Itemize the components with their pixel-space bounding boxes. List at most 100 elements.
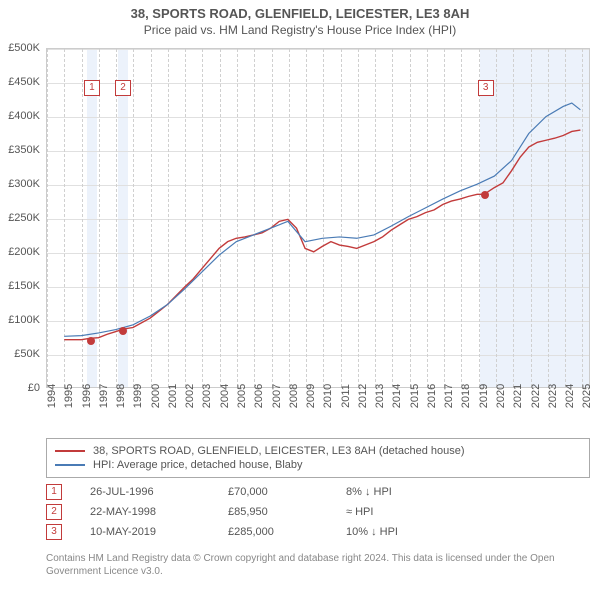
gridline-v [375,49,377,387]
gridline-v [237,49,239,387]
legend-label: HPI: Average price, detached house, Blab… [93,459,303,471]
legend-box: 38, SPORTS ROAD, GLENFIELD, LEICESTER, L… [46,438,590,478]
x-tick-label: 2003 [201,384,213,408]
gridline-v [306,49,308,387]
gridline-v [427,49,429,387]
x-tick-label: 2009 [305,384,317,408]
x-tick-label: 2006 [253,384,265,408]
x-tick-label: 2002 [184,384,196,408]
gridline-h [47,219,589,220]
sale-point-price: £70,000 [228,486,318,498]
sale-marker-dot [481,191,489,199]
shade-band [87,49,97,387]
sale-point-row: 222-MAY-1998£85,950≈ HPI [46,504,590,520]
gridline-h [47,151,589,152]
x-tick-label: 2010 [322,384,334,408]
sale-point-price: £285,000 [228,526,318,538]
sale-marker-label: 1 [84,80,100,96]
title-line1: 38, SPORTS ROAD, GLENFIELD, LEICESTER, L… [0,6,600,21]
gridline-v [565,49,567,387]
gridline-v [220,49,222,387]
sale-marker-dot [119,327,127,335]
gridline-v [133,49,135,387]
plot-area: 123 [46,48,590,388]
gridline-v [272,49,274,387]
x-tick-label: 2025 [581,384,593,408]
x-tick-label: 2005 [236,384,248,408]
title-block: 38, SPORTS ROAD, GLENFIELD, LEICESTER, L… [0,0,600,37]
x-tick-label: 2018 [460,384,472,408]
sale-point-row: 3 10-MAY-2019 £285,000 10% ↓ HPI [46,524,590,540]
gridline-v [47,49,49,387]
gridline-h [47,355,589,356]
x-tick-label: 1995 [63,384,75,408]
x-tick-label: 2015 [409,384,421,408]
gridline-h [47,185,589,186]
x-tick-label: 2007 [271,384,283,408]
legend-row: 38, SPORTS ROAD, GLENFIELD, LEICESTER, L… [55,445,581,457]
legend-swatch [55,450,85,452]
gridline-v [202,49,204,387]
gridline-v [185,49,187,387]
x-tick-label: 1994 [46,384,58,408]
x-tick-label: 2000 [150,384,162,408]
sale-point-index: 3 [46,524,62,540]
y-tick-label: £50K [14,348,40,360]
gridline-v [254,49,256,387]
gridline-v [582,49,584,387]
x-tick-label: 2016 [426,384,438,408]
sale-marker-dot [87,337,95,345]
gridline-v [410,49,412,387]
y-tick-label: £400K [8,110,40,122]
x-tick-label: 1996 [81,384,93,408]
gridline-v [531,49,533,387]
gridline-v [289,49,291,387]
x-tick-label: 2024 [564,384,576,408]
gridline-v [461,49,463,387]
gridline-h [47,253,589,254]
gridline-v [392,49,394,387]
x-tick-label: 2013 [374,384,386,408]
gridline-v [479,49,481,387]
sale-point-price: £85,950 [228,506,318,518]
y-tick-label: £300K [8,178,40,190]
chart-container: 38, SPORTS ROAD, GLENFIELD, LEICESTER, L… [0,0,600,590]
shade-band [118,49,128,387]
y-tick-label: £250K [8,212,40,224]
y-axis: £0£50K£100K£150K£200K£250K£300K£350K£400… [0,48,44,388]
gridline-v [116,49,118,387]
x-tick-label: 2011 [340,384,352,408]
gridline-v [99,49,101,387]
gridline-v [444,49,446,387]
y-tick-label: £150K [8,280,40,292]
x-tick-label: 2022 [530,384,542,408]
sale-point-row: 126-JUL-1996£70,0008% ↓ HPI [46,484,590,500]
y-tick-label: £500K [8,42,40,54]
sale-point-delta: ≈ HPI [346,506,373,518]
title-line2: Price paid vs. HM Land Registry's House … [0,23,600,37]
gridline-v [64,49,66,387]
gridline-h [47,117,589,118]
legend-label: 38, SPORTS ROAD, GLENFIELD, LEICESTER, L… [93,445,465,457]
sale-point-date: 10-MAY-2019 [90,526,200,538]
y-tick-label: £450K [8,76,40,88]
chart-wrap: 123 [46,48,590,388]
sale-point-date: 22-MAY-1998 [90,506,200,518]
gridline-v [358,49,360,387]
x-tick-label: 1997 [98,384,110,408]
gridline-v [168,49,170,387]
gridline-v [323,49,325,387]
x-tick-label: 1999 [132,384,144,408]
gridline-v [341,49,343,387]
x-tick-label: 2021 [512,384,524,408]
sale-point-delta: 8% ↓ HPI [346,486,392,498]
gridline-h [47,49,589,50]
y-tick-label: £200K [8,246,40,258]
legend-swatch [55,464,85,466]
x-tick-label: 2019 [478,384,490,408]
gridline-v [513,49,515,387]
x-tick-label: 2017 [443,384,455,408]
sale-marker-label: 2 [115,80,131,96]
gridline-h [47,287,589,288]
sale-point-delta: 10% ↓ HPI [346,526,398,538]
